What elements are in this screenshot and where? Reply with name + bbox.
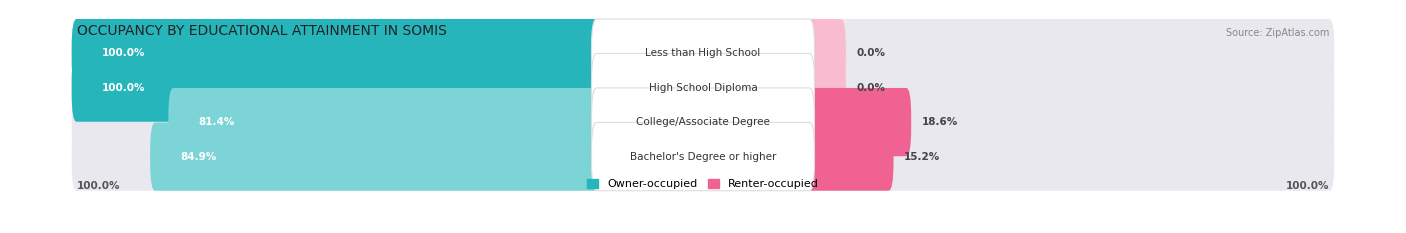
Text: 100.0%: 100.0% xyxy=(101,48,145,58)
FancyBboxPatch shape xyxy=(592,19,814,87)
FancyBboxPatch shape xyxy=(804,53,1334,122)
Text: 100.0%: 100.0% xyxy=(101,83,145,93)
FancyBboxPatch shape xyxy=(804,19,846,87)
Text: 81.4%: 81.4% xyxy=(198,117,235,127)
Text: Source: ZipAtlas.com: Source: ZipAtlas.com xyxy=(1226,27,1329,38)
Text: Less than High School: Less than High School xyxy=(645,48,761,58)
Text: 100.0%: 100.0% xyxy=(1286,181,1329,191)
Text: High School Diploma: High School Diploma xyxy=(648,83,758,93)
FancyBboxPatch shape xyxy=(804,88,1334,156)
FancyBboxPatch shape xyxy=(592,122,814,191)
FancyBboxPatch shape xyxy=(72,122,602,191)
Text: 84.9%: 84.9% xyxy=(180,152,217,161)
Text: Bachelor's Degree or higher: Bachelor's Degree or higher xyxy=(630,152,776,161)
FancyBboxPatch shape xyxy=(72,53,602,122)
Text: OCCUPANCY BY EDUCATIONAL ATTAINMENT IN SOMIS: OCCUPANCY BY EDUCATIONAL ATTAINMENT IN S… xyxy=(77,24,447,38)
FancyBboxPatch shape xyxy=(72,19,602,87)
Text: 0.0%: 0.0% xyxy=(856,83,886,93)
FancyBboxPatch shape xyxy=(804,19,1334,87)
Text: 100.0%: 100.0% xyxy=(77,181,120,191)
FancyBboxPatch shape xyxy=(72,53,602,122)
FancyBboxPatch shape xyxy=(150,122,602,191)
FancyBboxPatch shape xyxy=(804,122,893,191)
Text: College/Associate Degree: College/Associate Degree xyxy=(636,117,770,127)
FancyBboxPatch shape xyxy=(72,88,602,156)
FancyBboxPatch shape xyxy=(804,122,1334,191)
FancyBboxPatch shape xyxy=(169,88,602,156)
Text: 0.0%: 0.0% xyxy=(856,48,886,58)
Text: 15.2%: 15.2% xyxy=(904,152,941,161)
Legend: Owner-occupied, Renter-occupied: Owner-occupied, Renter-occupied xyxy=(586,178,820,189)
FancyBboxPatch shape xyxy=(592,53,814,122)
FancyBboxPatch shape xyxy=(72,19,602,87)
FancyBboxPatch shape xyxy=(804,88,911,156)
Text: 18.6%: 18.6% xyxy=(922,117,957,127)
FancyBboxPatch shape xyxy=(804,53,846,122)
FancyBboxPatch shape xyxy=(592,88,814,156)
